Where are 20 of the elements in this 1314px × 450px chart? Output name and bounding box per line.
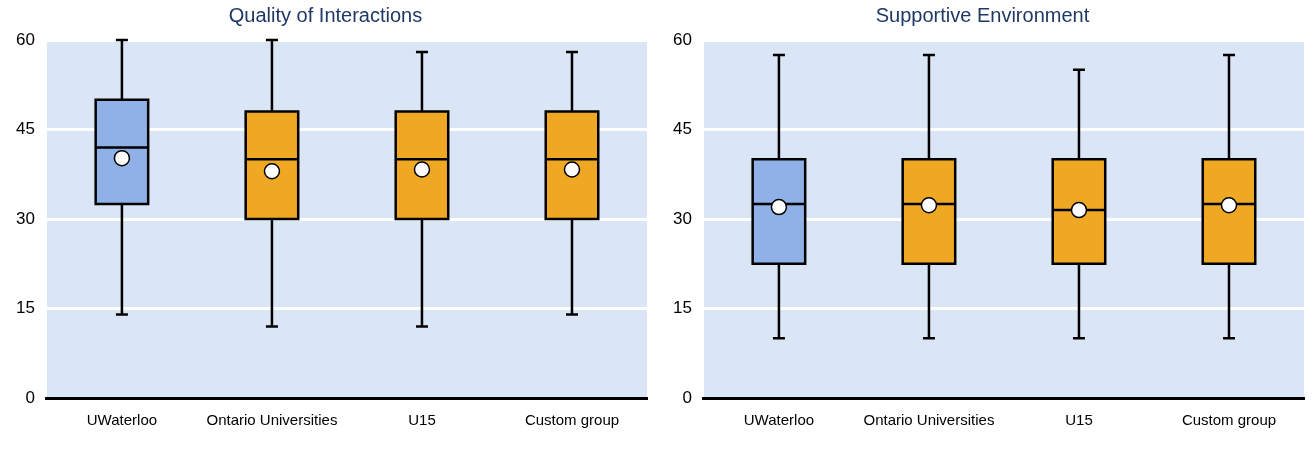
x-tick-label: UWaterloo (86, 411, 158, 429)
y-tick-label: 15 (672, 298, 692, 318)
x-tick-label: Ontario Universities (206, 411, 338, 429)
x-tick-label: U15 (408, 411, 436, 429)
y-tick-label: 45 (672, 119, 692, 139)
x-tick-label: UWaterloo (743, 411, 815, 429)
chart-title: Supportive Environment (875, 3, 1090, 26)
y-tick-label: 60 (672, 29, 692, 49)
x-tick-label: Ontario Universities (863, 411, 995, 429)
y-tick-label: 60 (15, 29, 35, 49)
y-tick-label: 30 (15, 208, 35, 228)
y-tick-label: 0 (682, 387, 692, 407)
chart-title: Quality of Interactions (228, 3, 423, 26)
y-tick-label: 0 (25, 387, 35, 407)
y-tick-label: 15 (15, 298, 35, 318)
y-tick-label: 30 (672, 208, 692, 228)
y-tick-label: 45 (15, 119, 35, 139)
x-tick-label: U15 (1065, 411, 1093, 429)
x-tick-label: Custom group (1181, 411, 1277, 429)
x-tick-label: Custom group (524, 411, 620, 429)
